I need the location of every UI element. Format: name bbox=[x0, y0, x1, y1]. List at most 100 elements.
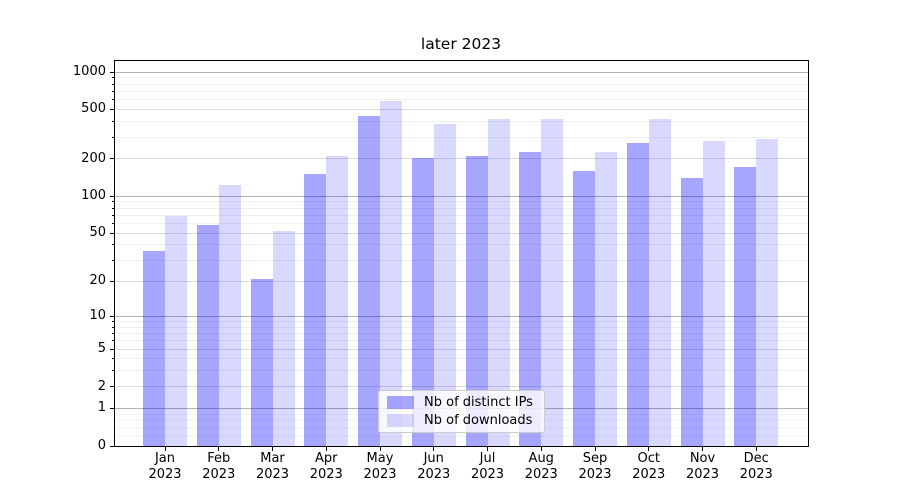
y-minor-tick-4 bbox=[111, 358, 114, 360]
bar-downloads-oct bbox=[648, 119, 671, 446]
y-minor-tick-700 bbox=[111, 90, 114, 92]
x-tick-jul bbox=[487, 447, 488, 451]
x-tick-sep bbox=[594, 447, 596, 451]
x-tick-label-jun: Jun 2023 bbox=[406, 451, 462, 482]
gridline-y-500 bbox=[115, 108, 808, 110]
gridline-y-100 bbox=[115, 195, 808, 197]
x-tick-label-month: Sep bbox=[582, 451, 608, 466]
x-tick-label-oct: Oct 2023 bbox=[621, 451, 677, 482]
legend-label-distinct-ips: Nb of distinct IPs bbox=[424, 395, 533, 410]
x-tick-dec bbox=[755, 447, 757, 451]
x-tick-label-year: 2023 bbox=[363, 466, 397, 482]
gridline-minor-y-70 bbox=[115, 214, 808, 216]
y-minor-tick-70 bbox=[111, 214, 114, 216]
x-tick-label-year: 2023 bbox=[309, 466, 343, 482]
y-tick-label-2: 2 bbox=[97, 378, 106, 394]
bar-distinct-ips-apr bbox=[304, 174, 327, 446]
y-minor-tick-40 bbox=[111, 244, 114, 246]
gridline-minor-y-400 bbox=[115, 121, 808, 123]
bar-distinct-ips-jan bbox=[143, 250, 165, 446]
bar-downloads-apr bbox=[326, 156, 349, 446]
x-tick-label-dec: Dec 2023 bbox=[728, 451, 784, 482]
legend-label-downloads: Nb of downloads bbox=[424, 413, 533, 428]
gridline-minor-y-30 bbox=[115, 259, 808, 261]
gridline-minor-y-9 bbox=[115, 320, 808, 322]
y-tick-5 bbox=[110, 348, 114, 350]
x-tick-label-month: Feb bbox=[207, 451, 231, 466]
bar-downloads-mar bbox=[272, 231, 295, 446]
x-tick-label-month: Apr bbox=[315, 451, 338, 466]
gridline-y-2 bbox=[115, 386, 808, 388]
y-tick-500 bbox=[110, 108, 114, 110]
x-tick-label-may: May 2023 bbox=[352, 451, 408, 482]
bar-downloads-dec bbox=[756, 139, 779, 446]
y-tick-label-5: 5 bbox=[97, 341, 106, 356]
gridline-minor-y-900 bbox=[115, 77, 808, 79]
y-minor-tick-30 bbox=[111, 259, 114, 261]
x-tick-label-feb: Feb 2023 bbox=[191, 451, 247, 482]
x-tick-label-month: Jul bbox=[479, 451, 496, 466]
y-tick-label-1: 1 bbox=[97, 400, 106, 416]
y-tick-100 bbox=[110, 195, 114, 197]
x-tick-mar bbox=[272, 447, 273, 451]
legend: Nb of distinct IPs Nb of downloads bbox=[378, 390, 545, 433]
x-tick-label-month: Oct bbox=[637, 451, 660, 466]
y-minor-tick-90 bbox=[111, 201, 114, 203]
y-minor-tick-60 bbox=[111, 222, 114, 224]
x-tick-label-month: Dec bbox=[743, 451, 769, 466]
x-tick-label-year: 2023 bbox=[685, 466, 720, 482]
bar-downloads-aug bbox=[541, 119, 564, 446]
y-minor-tick-6 bbox=[111, 340, 114, 342]
gridline-y-50 bbox=[115, 232, 808, 234]
x-tick-label-month: Mar bbox=[260, 451, 285, 466]
x-tick-aug bbox=[540, 447, 542, 451]
y-tick-label-100: 100 bbox=[81, 188, 106, 204]
bar-distinct-ips-dec bbox=[734, 167, 757, 446]
x-tick-label-month: Jan bbox=[154, 451, 176, 466]
x-tick-label-sep: Sep 2023 bbox=[567, 451, 623, 482]
y-minor-tick-7 bbox=[111, 332, 114, 334]
bar-distinct-ips-sep bbox=[573, 170, 595, 446]
x-tick-jun bbox=[433, 447, 435, 451]
bar-downloads-may bbox=[380, 100, 402, 446]
x-tick-label-year: 2023 bbox=[202, 466, 236, 482]
bar-distinct-ips-mar bbox=[250, 278, 273, 446]
x-tick-jan bbox=[164, 447, 166, 451]
bar-downloads-nov bbox=[702, 140, 725, 446]
gridline-minor-y-7 bbox=[115, 332, 808, 334]
gridline-y-200 bbox=[115, 158, 808, 160]
bar-distinct-ips-may bbox=[358, 116, 380, 446]
x-tick-nov bbox=[702, 447, 703, 451]
x-tick-label-month: Aug bbox=[528, 451, 554, 466]
bar-distinct-ips-aug bbox=[519, 152, 542, 446]
gridline-minor-y-8 bbox=[115, 326, 808, 328]
gridline-y-20 bbox=[115, 280, 808, 282]
legend-swatch-distinct-ips bbox=[387, 396, 414, 409]
gridline-y-1000 bbox=[115, 71, 808, 73]
x-tick-label-year: 2023 bbox=[417, 466, 451, 482]
bar-downloads-jun bbox=[433, 123, 456, 446]
bar-downloads-jan bbox=[165, 216, 187, 446]
bar-downloads-feb bbox=[218, 184, 241, 446]
gridline-minor-y-800 bbox=[115, 83, 808, 85]
y-tick-label-500: 500 bbox=[81, 101, 106, 117]
y-tick-2 bbox=[110, 386, 114, 388]
gridline-minor-y-0.2 bbox=[115, 435, 808, 437]
y-tick-50 bbox=[110, 232, 114, 234]
bar-distinct-ips-jul bbox=[465, 156, 488, 446]
x-tick-label-year: 2023 bbox=[524, 466, 558, 482]
y-minor-tick-8 bbox=[111, 326, 114, 328]
y-minor-tick-800 bbox=[111, 83, 114, 85]
y-tick-label-1000: 1000 bbox=[72, 64, 106, 79]
bar-distinct-ips-nov bbox=[680, 178, 703, 446]
legend-row-distinct-ips: Nb of distinct IPs bbox=[387, 395, 544, 410]
y-tick-0 bbox=[110, 445, 114, 447]
y-tick-10 bbox=[110, 315, 114, 317]
x-tick-label-jul: Jul 2023 bbox=[460, 451, 516, 482]
y-tick-label-10: 10 bbox=[89, 308, 106, 324]
legend-row-downloads: Nb of downloads bbox=[387, 413, 544, 428]
gridline-minor-y-6 bbox=[115, 340, 808, 342]
gridline-minor-y-3 bbox=[115, 370, 808, 372]
y-tick-200 bbox=[110, 158, 114, 160]
